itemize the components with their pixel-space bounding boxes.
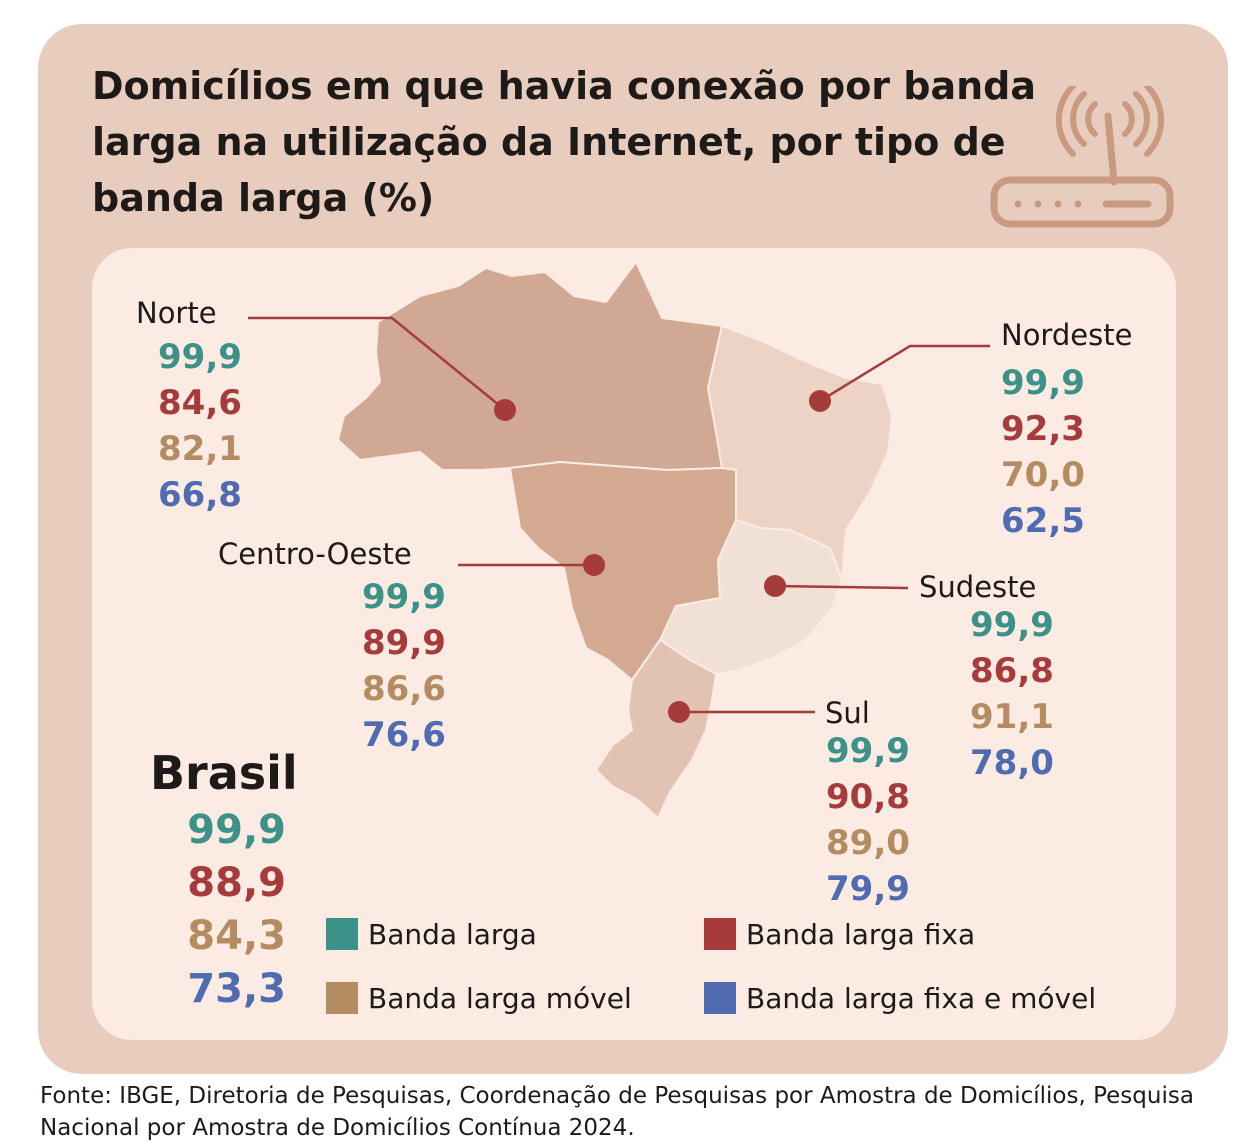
region-sul-shape	[595, 639, 717, 819]
region-norte-shape	[337, 261, 723, 471]
value-sul-banda-larga-movel: 89,0	[826, 823, 910, 863]
region-label-sudeste: Sudeste	[919, 570, 1037, 604]
nordeste-leader-line	[819, 344, 990, 403]
legend-label-banda-larga-movel: Banda larga móvel	[368, 981, 632, 1015]
value-sul-banda-larga-fixa: 90,8	[826, 777, 910, 817]
region-label-sul: Sul	[825, 696, 870, 730]
value-nordeste-banda-larga: 99,9	[1001, 363, 1085, 403]
source-note: Fonte: IBGE, Diretoria de Pesquisas, Coo…	[40, 1083, 1194, 1141]
norte-leader-line	[248, 316, 506, 411]
brasil-label: Brasil	[150, 746, 298, 800]
values-brasil: 99,9 88,9 84,3 73,3	[187, 804, 286, 1016]
value-sudeste-banda-larga: 99,9	[970, 605, 1054, 645]
legend-label-banda-larga-fixa-e-movel: Banda larga fixa e móvel	[746, 981, 1097, 1015]
legend-item-banda-larga: Banda larga	[326, 914, 537, 954]
value-brasil-banda-larga-movel: 84,3	[187, 913, 286, 959]
legend-label-banda-larga-fixa: Banda larga fixa	[746, 917, 976, 951]
legend-swatch-banda-larga-fixa	[704, 918, 736, 950]
legend-item-banda-larga-fixa-e-movel: Banda larga fixa e móvel	[704, 978, 1096, 1018]
value-centro-oeste-banda-larga: 99,9	[362, 577, 446, 617]
value-centro-oeste-banda-larga-fixa: 89,9	[362, 623, 446, 663]
value-norte-banda-larga-fixa: 84,6	[158, 383, 242, 423]
value-norte-banda-larga-movel: 82,1	[158, 429, 242, 469]
value-brasil-banda-larga: 99,9	[187, 807, 286, 853]
values-centro-oeste: 99,9 89,9 86,6 76,6	[362, 574, 446, 758]
region-label-norte: Norte	[136, 296, 217, 330]
region-label-centro-oeste: Centro-Oeste	[218, 537, 412, 571]
legend-swatch-banda-larga-fixa-e-movel	[704, 982, 736, 1014]
page-title: Domicílios em que havia conexão por band…	[92, 64, 1037, 220]
value-brasil-banda-larga-fixa-e-movel: 73,3	[187, 966, 286, 1012]
sudeste-leader-line	[774, 584, 909, 590]
value-centro-oeste-banda-larga-movel: 86,6	[362, 669, 446, 709]
values-nordeste: 99,9 92,3 70,0 62,5	[1001, 360, 1085, 544]
values-sul: 99,9 90,8 89,0 79,9	[826, 728, 910, 912]
value-norte-banda-larga-fixa-e-movel: 66,8	[158, 475, 242, 515]
legend-item-banda-larga-movel: Banda larga móvel	[326, 978, 632, 1018]
legend-label-banda-larga: Banda larga	[368, 917, 537, 951]
value-nordeste-banda-larga-fixa: 92,3	[1001, 409, 1085, 449]
values-sudeste: 99,9 86,8 91,1 78,0	[970, 602, 1054, 786]
legend-item-banda-larga-fixa: Banda larga fixa	[704, 914, 975, 954]
value-sul-banda-larga: 99,9	[826, 731, 910, 771]
region-sudeste-shape	[659, 519, 843, 675]
sudeste-marker	[764, 575, 786, 597]
router-wifi-icon	[990, 86, 1174, 228]
value-nordeste-banda-larga-movel: 70,0	[1001, 455, 1085, 495]
legend-swatch-banda-larga	[326, 918, 358, 950]
value-sudeste-banda-larga-movel: 91,1	[970, 697, 1054, 737]
values-norte: 99,9 84,6 82,1 66,8	[158, 334, 242, 518]
norte-marker	[494, 399, 516, 421]
centro-oeste-marker	[583, 554, 605, 576]
value-sudeste-banda-larga-fixa-e-movel: 78,0	[970, 743, 1054, 783]
region-label-nordeste: Nordeste	[1001, 318, 1133, 352]
nordeste-marker	[809, 390, 831, 412]
value-centro-oeste-banda-larga-fixa-e-movel: 76,6	[362, 715, 446, 755]
sul-marker	[668, 701, 690, 723]
legend-swatch-banda-larga-movel	[326, 982, 358, 1014]
value-norte-banda-larga: 99,9	[158, 337, 242, 377]
value-sudeste-banda-larga-fixa: 86,8	[970, 651, 1054, 691]
value-sul-banda-larga-fixa-e-movel: 79,9	[826, 869, 910, 909]
value-brasil-banda-larga-fixa: 88,9	[187, 860, 286, 906]
value-nordeste-banda-larga-fixa-e-movel: 62,5	[1001, 501, 1085, 541]
